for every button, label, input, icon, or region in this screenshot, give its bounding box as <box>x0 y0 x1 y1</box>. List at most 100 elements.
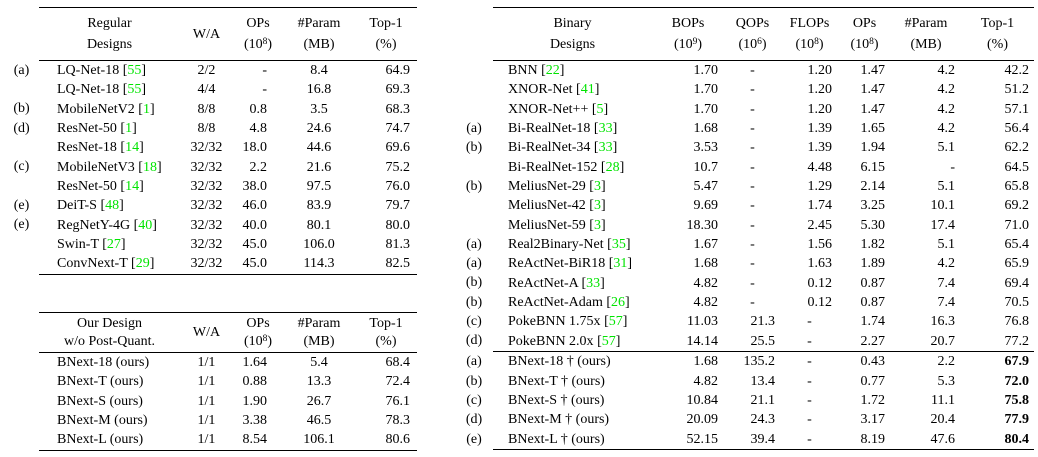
metric-cell: 69.4 <box>1004 275 1030 291</box>
citation-link[interactable]: 33 <box>598 121 613 137</box>
citation-link[interactable]: 3 <box>593 217 601 233</box>
metric-cell: 1.70 <box>693 101 719 117</box>
citation-link[interactable]: 3 <box>593 198 601 214</box>
column-header: Binary Designs <box>493 7 652 61</box>
metric-cell: 80.1 <box>306 217 332 233</box>
metric-cell: 0.87 <box>860 295 886 311</box>
column-header-line2: (MB) <box>910 37 942 52</box>
model-name: MobileNetV2 <box>57 101 135 117</box>
metric-cell: 32/32 <box>190 256 223 272</box>
metric-cell: 4.2 <box>937 63 956 78</box>
metric-cell: 4.2 <box>937 82 956 98</box>
model-name-cell: DeiT-S [48] <box>57 198 124 214</box>
table-row: BNext-M (ours) 1/1 3.38 46.5 78.3 <box>39 411 417 430</box>
metric-cell: 80.6 <box>385 432 411 448</box>
metric-cell: 40.0 <box>242 217 268 233</box>
citation-link[interactable]: 41 <box>580 82 595 98</box>
column-header-line2: (108) <box>243 333 273 349</box>
model-name-cell: BNext-T † (ours) <box>493 372 652 391</box>
metric-cell: 1.20 <box>807 82 833 98</box>
metric-cell: 20.4 <box>930 412 956 428</box>
column-header-line1: Top-1 <box>369 316 403 331</box>
row-marker: (b) <box>465 139 483 155</box>
metric-cell: - <box>750 101 755 117</box>
row-marker: (d) <box>13 120 30 136</box>
metric-cell: 65.9 <box>1004 256 1030 272</box>
metric-cell: 2/2 <box>197 63 216 78</box>
column-header-line1: Top-1 <box>369 16 403 31</box>
citation-link[interactable]: 55 <box>127 82 142 98</box>
model-name: ResNet-50 <box>57 179 117 195</box>
table-row: Swin-T [27] 32/32 45.0 106.0 81.3 <box>39 235 417 254</box>
binary-designs-table: Binary Designs BOPs (109) QOPs (106) FLOPs (108… <box>493 7 1034 450</box>
citation-link[interactable]: 14 <box>125 179 140 195</box>
table-row: Bi-RealNet-18 [33] 1.68 - 1.39 1.65 4.2 56.4 <box>493 119 1034 138</box>
row-marker: (d) <box>465 333 483 349</box>
citation-link[interactable]: 3 <box>593 179 601 195</box>
metric-cell: 1/1 <box>197 432 216 448</box>
metric-cell: 2.2 <box>249 159 268 175</box>
model-name: ReActNet-BiR18 <box>508 256 606 272</box>
metric-cell: 10.84 <box>686 392 719 408</box>
citation-link[interactable]: 26 <box>611 295 626 311</box>
citation-link[interactable]: 48 <box>105 198 120 214</box>
metric-cell: 82.5 <box>385 256 411 272</box>
citation-link[interactable]: 18 <box>142 159 157 175</box>
metric-cell: 57.1 <box>1004 101 1030 117</box>
citation-link[interactable]: 27 <box>106 237 121 253</box>
table-row: Bi-RealNet-34 [33] 3.53 - 1.39 1.94 5.1 62.2 <box>493 138 1034 157</box>
metric-cell: 1.20 <box>807 63 833 78</box>
citation-link[interactable]: 33 <box>598 140 613 156</box>
model-name: BNext-M (ours) <box>57 413 148 429</box>
citation-link[interactable]: 40 <box>138 217 153 233</box>
model-name-cell: BNext-M (ours) <box>39 411 180 430</box>
citation-link[interactable]: 1 <box>142 101 150 117</box>
citation-link[interactable]: 33 <box>586 275 601 291</box>
table-row: LQ-Net-18 [55] 2/2 - 8.4 64.9 <box>39 61 417 81</box>
citation-link[interactable]: 31 <box>613 256 628 272</box>
citation-link[interactable]: 22 <box>545 63 560 78</box>
model-name-cell: ConvNext-T [29] <box>57 256 155 272</box>
metric-cell: 25.5 <box>750 333 776 349</box>
metric-cell: - <box>807 333 812 349</box>
column-header-line2: (MB) <box>303 333 335 349</box>
citation-link[interactable]: 14 <box>125 140 140 156</box>
metric-cell: 1.74 <box>807 198 833 214</box>
metric-cell: 13.4 <box>750 373 776 389</box>
column-header: Top-1 (%) <box>355 312 417 353</box>
citation-link[interactable]: 57 <box>608 314 623 330</box>
metric-cell: 32/32 <box>190 140 223 156</box>
model-name-cell: BNext-L † (ours) <box>493 430 652 450</box>
citation-link[interactable]: 57 <box>601 333 616 349</box>
row-marker: (b) <box>465 275 483 291</box>
metric-cell: 1.39 <box>807 140 833 156</box>
citation-link[interactable]: 35 <box>611 237 626 253</box>
metric-cell: 4.8 <box>249 121 268 137</box>
metric-cell: 0.88 <box>242 374 268 390</box>
column-header-line2: (108) <box>795 37 824 52</box>
column-header-line2: Designs <box>549 37 596 52</box>
metric-cell: 106.0 <box>303 237 335 253</box>
metric-cell: 114.3 <box>303 256 335 272</box>
column-header-line1: QOPs <box>735 16 770 31</box>
model-name-cell: Bi-RealNet-34 [33] <box>508 140 618 156</box>
metric-cell: 3.17 <box>860 412 886 428</box>
metric-cell: 69.6 <box>385 140 411 156</box>
citation-link[interactable]: 29 <box>135 256 150 272</box>
model-name: BNext-M † (ours) <box>508 412 610 428</box>
citation-link[interactable]: 1 <box>125 121 133 137</box>
metric-cell: - <box>807 392 812 408</box>
column-header-line1: OPs <box>852 16 877 31</box>
row-marker: (a) <box>466 255 482 271</box>
metric-cell: - <box>750 256 755 272</box>
metric-cell: 8.4 <box>310 63 328 78</box>
column-header: #Param (MB) <box>283 7 355 61</box>
metric-cell: 64.5 <box>1004 159 1030 175</box>
table-row: ResNet-50 [14] 32/32 38.0 97.5 76.0 <box>39 177 417 196</box>
citation-link[interactable]: 28 <box>605 159 620 175</box>
citation-link[interactable]: 5 <box>596 101 604 117</box>
citation-link[interactable]: 55 <box>127 63 142 78</box>
regular-designs-table-block: (a) (b) (d) (c) (e) (e) Regular Designs W/A OPs (… <box>4 7 417 275</box>
table-row: ReActNet-Adam [26] 4.82 - 0.12 0.87 7.4 70.5 <box>493 293 1034 312</box>
column-header: W/A <box>180 7 233 61</box>
